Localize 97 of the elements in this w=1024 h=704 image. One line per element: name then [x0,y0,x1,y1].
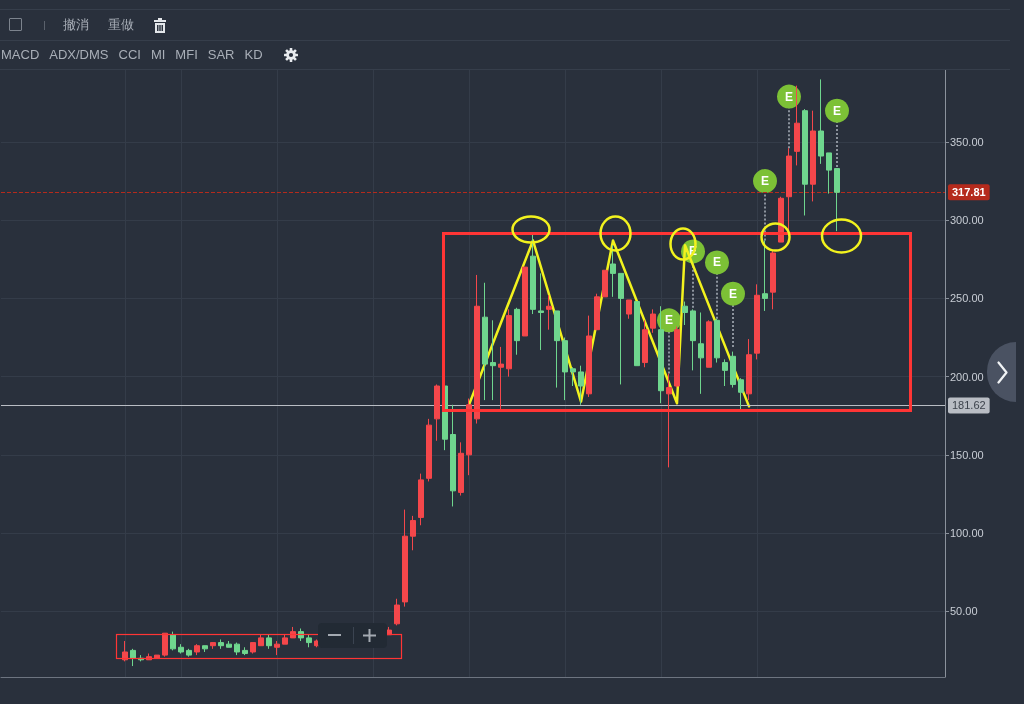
candlestick [474,274,480,425]
candlestick [794,85,800,166]
candlestick [242,646,248,656]
candlestick [562,337,568,401]
candlestick [162,632,168,658]
candlestick [834,168,840,232]
candlestick [706,319,712,368]
candlestick [714,318,720,364]
data-label: E [760,174,770,189]
candlestick [282,634,288,645]
candlestick [402,509,408,608]
candlestick [642,319,648,368]
candlestick [418,473,424,526]
data-label: E [712,255,722,270]
candlestick [514,307,520,356]
candlestick [674,326,680,389]
candlestick [410,515,416,551]
text: KD [244,46,263,63]
text: ADX/DMS [49,46,109,63]
text: MFI [175,46,198,63]
candlestick [450,404,456,507]
candlestick [698,311,704,395]
candlestick [274,640,280,656]
text: MI [150,46,166,63]
candlestick [154,654,160,659]
candlestick [586,315,592,398]
candlestick [610,244,616,298]
candlestick [122,640,128,662]
y-tick-label: 250.00 [950,292,984,305]
data-label: E [664,313,674,328]
candlestick [770,249,776,310]
text: 撤消 [63,17,89,33]
text: CCI [118,46,141,63]
text: 重做 [108,17,134,33]
candlestick [594,293,600,331]
text: MACD [1,46,40,63]
candlestick [226,640,232,648]
candlestick [570,366,576,387]
candlestick [186,648,192,658]
candlestick [602,269,608,298]
candlestick [634,301,640,367]
candlestick [178,643,184,655]
data-label: E [728,286,738,301]
y-tick-label: 200.00 [950,370,984,383]
text: SAR [207,46,235,63]
candlestick [234,642,240,656]
candlestick [658,305,664,404]
y-tick-label: 150.00 [950,448,984,461]
candlestick [426,418,432,482]
ref-line-label: 181.62 [952,399,986,412]
candlestick [266,634,272,650]
candlestick [306,634,312,648]
candlestick [762,240,768,312]
candlestick [650,308,656,334]
candlestick [738,377,744,410]
candlestick [482,282,488,401]
candlestick [730,351,736,389]
candlestick [746,338,752,401]
candlestick [618,272,624,385]
candlestick [498,346,504,410]
candlestick [538,272,544,351]
y-tick-label: 300.00 [950,214,984,227]
candlestick [818,78,824,165]
candlestick [666,373,672,468]
candlestick [394,598,400,626]
candlestick [578,365,584,406]
candlestick [258,634,264,647]
candlestick [722,358,728,387]
candlestick [130,648,136,667]
candlestick [682,301,688,326]
candlestick [490,319,496,401]
candlestick [530,233,536,315]
candlestick [434,383,440,442]
ref-line-label: 317.81 [952,186,986,199]
candlestick [554,310,560,389]
candlestick [626,299,632,320]
candlestick [210,642,216,650]
y-tick-label: 50.00 [950,605,978,618]
candlestick [754,283,760,360]
data-label: E [832,103,842,118]
candlestick [826,152,832,195]
candlestick [522,266,528,337]
candlestick [546,294,552,331]
candlestick [506,308,512,378]
candlestick [218,638,224,650]
y-tick-label: 350.00 [950,135,984,148]
candlestick [690,308,696,371]
data-label: E [784,89,794,104]
candlestick [250,642,256,655]
candlestick [458,441,464,497]
candlestick [170,631,176,651]
candlestick [466,398,472,476]
candlestick [802,108,808,216]
y-tick-label: 100.00 [950,527,984,540]
candlestick [810,110,816,202]
candlestick [202,645,208,653]
candlestick [194,643,200,656]
